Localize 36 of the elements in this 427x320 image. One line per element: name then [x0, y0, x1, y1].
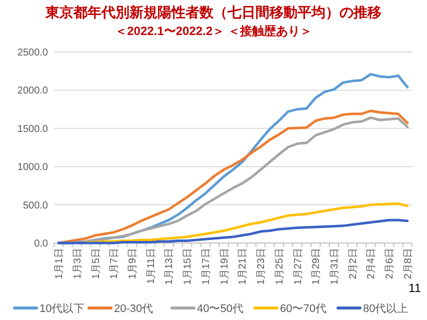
x-tick-label: 1月29日: [311, 248, 322, 285]
chart-subtitle: ＜2022.1〜2022.2＞ ＜接触歴あり＞: [115, 24, 312, 38]
x-tick-label: 1月17日: [200, 248, 212, 285]
x-tick-label: 1月19日: [219, 248, 230, 285]
x-tick-label: 1月7日: [109, 248, 120, 280]
x-tick-label: 1月15日: [182, 248, 194, 285]
x-tick-label: 1月21日: [238, 248, 249, 285]
line-series: [57, 218, 409, 244]
x-tick-label: 1月11日: [146, 248, 157, 284]
legend-label: 60〜70代: [280, 303, 326, 315]
x-tick-label: 2月6日: [384, 248, 396, 280]
y-tick-label: 0.0: [34, 238, 48, 250]
x-tick-label: 1月9日: [128, 248, 139, 280]
x-tick-label: 2月2日: [348, 248, 359, 280]
x-tick-label: 2月8日: [402, 248, 414, 280]
chart-title: 東京都年代別新規陽性者数（七日間移動平均）の推移: [44, 4, 382, 20]
legend-label: 10代以下: [40, 302, 85, 315]
x-tick-label: 1月5日: [90, 248, 102, 280]
x-tick-label: 1月13日: [164, 248, 176, 285]
line-series: [84, 202, 409, 244]
x-tick-label: 1月27日: [292, 248, 304, 285]
text: 11: [408, 281, 422, 295]
x-tick-label: 1月25日: [274, 248, 286, 285]
x-tick-label: 1月23日: [256, 248, 268, 285]
x-tick-label: 1月3日: [72, 248, 84, 280]
x-tick-label: 1月31日: [329, 248, 340, 285]
y-tick-label: 2500.0: [17, 48, 48, 58]
y-tick-label: 2000.0: [17, 86, 48, 97]
legend-label: 80代以上: [363, 302, 408, 315]
x-tick-label: 2月4日: [366, 248, 378, 280]
legend-label: 20-30代: [114, 303, 154, 315]
legend-label: 40〜50代: [197, 303, 244, 315]
y-tick-label: 1000.0: [17, 162, 48, 174]
y-tick-label: 500.0: [22, 200, 48, 212]
x-tick-label: 1月1日: [54, 248, 66, 280]
y-tick-label: 1500.0: [17, 124, 48, 135]
